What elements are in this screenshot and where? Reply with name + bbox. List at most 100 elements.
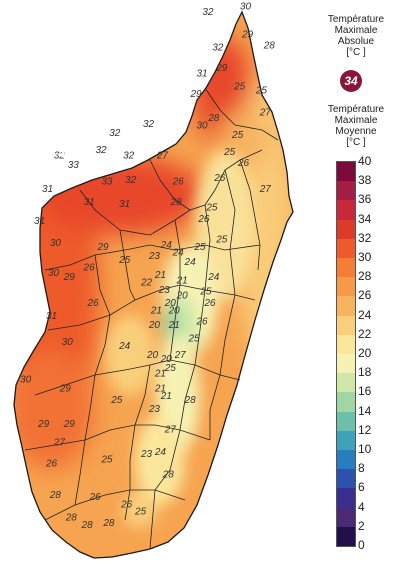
colorbar-segment: [337, 354, 355, 374]
colorbar-segment: [337, 526, 355, 547]
temperature-value-label: 28: [49, 490, 62, 501]
colorbar-segment: [337, 258, 355, 278]
region-boundary: [74, 254, 111, 506]
temperature-value-label: 32: [109, 128, 121, 139]
legend-mean-line-4: [°C ]: [346, 137, 366, 148]
colorbar-tick-label: 10: [358, 442, 372, 456]
region-boundary: [169, 219, 181, 361]
colorbar-tick-label: 4: [358, 499, 365, 514]
temperature-value-label: 24: [154, 447, 167, 458]
temperature-value-label: 27: [164, 425, 177, 436]
temperature-value-label: 29: [63, 272, 76, 283]
colorbar-tick-label: 0: [358, 538, 365, 552]
temperature-value-label: 20: [168, 305, 181, 316]
region-boundary: [149, 204, 211, 550]
temperature-value-label: 29: [37, 419, 50, 430]
colorbar-tick-label: 2: [358, 518, 365, 533]
colorbar-segment: [337, 488, 355, 509]
colorbar-segment: [337, 238, 355, 259]
colorbar-segment: [337, 373, 355, 393]
temperature-value-label: 26: [83, 262, 96, 273]
temperature-value-label: 25: [205, 203, 218, 214]
region-boundary: [44, 244, 261, 271]
colorbar-segment: [337, 392, 355, 413]
colorbar-segment: [337, 430, 355, 451]
temperature-value-label: 31: [119, 199, 130, 210]
temperature-value-label: 25: [231, 130, 244, 141]
temperature-value-label: 26: [197, 214, 210, 225]
temperature-value-label: 29: [241, 29, 254, 40]
colorbar-tick-label: 38: [358, 173, 372, 188]
colorbar: [336, 161, 356, 547]
colorbar-segment: [337, 200, 355, 221]
region-boundary: [79, 189, 191, 236]
region-boundary: [119, 229, 136, 301]
temperature-value-label: 32: [54, 151, 66, 162]
temperature-value-label: 25: [110, 395, 123, 406]
colorbar-segment: [337, 181, 355, 201]
temperature-value-label: 21: [168, 320, 180, 331]
max-labels: 34 34: [58, 129, 139, 160]
colorbar-segment: [337, 277, 355, 297]
legend-mean-max-title: Température Maximale Moyenne [°C ]: [316, 104, 396, 148]
legend-abs-line-3: Absolue: [337, 36, 375, 47]
temperature-value-label: 27: [156, 151, 169, 162]
colorbar-tick-label: 14: [358, 403, 372, 418]
temperature-value-label: 32: [125, 175, 137, 186]
colorbar-segment: [337, 296, 355, 317]
legend-abs-line-2: Maximale: [334, 25, 378, 36]
temperature-value-label: 26: [88, 492, 101, 503]
temperature-value-label: 25: [255, 85, 268, 96]
absolute-max-badge: 34: [340, 70, 362, 92]
temperature-value-label: 25: [215, 235, 228, 246]
temperature-value-label: 24: [184, 257, 197, 268]
temperature-value-label: 32: [212, 42, 224, 53]
temperature-value-label: 20: [148, 320, 161, 331]
temperature-value-label: 29: [59, 384, 72, 395]
temperature-value-label: 25: [199, 287, 212, 298]
temperature-value-label: 26: [195, 317, 208, 328]
temperature-value-label: 25: [193, 242, 206, 253]
temperature-value-label: 28: [263, 41, 276, 52]
temperature-value-label: 27: [174, 350, 187, 361]
temperature-value-label: 28: [81, 520, 94, 531]
temperature-value-label: 28: [65, 512, 78, 523]
temperature-value-label: 27: [259, 108, 272, 119]
colorbar-tick-label: 26: [358, 288, 372, 303]
temperature-value-label: 28: [170, 197, 183, 208]
temperature-value-label: 22: [140, 277, 153, 288]
temperature-value-label: 29: [63, 419, 76, 430]
temperature-value-label: 32: [143, 119, 155, 130]
temperature-value-label: 20: [160, 354, 173, 365]
temperature-value-label: 26: [203, 298, 216, 309]
temperature-value-label: 26: [213, 173, 226, 184]
temperature-value-label: 31: [42, 184, 53, 195]
temperature-value-label: 24: [160, 240, 173, 251]
temperature-value-label: 27: [259, 184, 272, 195]
region-boundary: [204, 87, 279, 141]
legend-mean-line-2: Maximale: [334, 115, 378, 126]
temperature-value-label: 26: [87, 298, 100, 309]
temperature-value-label: 25: [164, 363, 177, 374]
colorbar-tick-label: 34: [358, 211, 372, 226]
temperature-value-label: 30: [240, 1, 252, 12]
temperature-value-label: 30: [62, 337, 74, 348]
temperature-value-label: 21: [154, 384, 166, 395]
temperature-value-label: 21: [154, 369, 166, 380]
colorbar-tick-label: 40: [358, 154, 372, 168]
temperature-value-label: 28: [207, 113, 220, 124]
temperature-value-label: 33: [101, 177, 113, 188]
colorbar-tick-label: 8: [358, 461, 365, 476]
temperature-value-label: 25: [187, 333, 200, 344]
colorbar-segment: [337, 450, 355, 470]
absolute-max-label: 34: [123, 129, 139, 145]
temperature-value-label: 24: [207, 272, 220, 283]
temperature-value-label: 23: [148, 251, 161, 262]
temperature-value-label: 23: [140, 449, 153, 460]
region-boundary: [47, 284, 256, 331]
temperature-value-label: 29: [189, 89, 202, 100]
temperature-value-label: 31: [34, 216, 45, 227]
region-boundary: [24, 424, 211, 451]
colorbar-tick-label: 36: [358, 192, 372, 207]
